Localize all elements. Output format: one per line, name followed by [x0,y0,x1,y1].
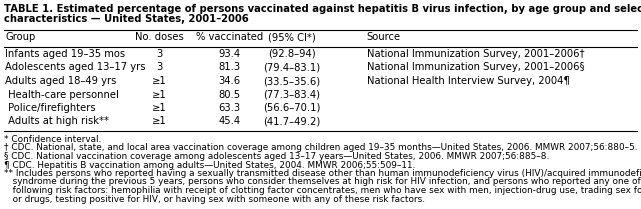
Text: (77.3–83.4): (77.3–83.4) [263,89,320,99]
Text: ¶ CDC. Hepatitis B vaccination among adults—United States, 2004. MMWR 2006;55:50: ¶ CDC. Hepatitis B vaccination among adu… [4,161,415,169]
Text: or drugs, testing positive for HIV, or having sex with someone with any of these: or drugs, testing positive for HIV, or h… [4,195,425,204]
Text: † CDC. National, state, and local area vaccination coverage among children aged : † CDC. National, state, and local area v… [4,144,638,153]
Text: Adults at high risk**: Adults at high risk** [5,116,109,126]
Text: % vaccinated: % vaccinated [196,32,263,42]
Text: Source: Source [367,32,401,42]
Text: Health-care personnel: Health-care personnel [5,89,119,99]
Text: characteristics — United States, 2001–2006: characteristics — United States, 2001–20… [4,14,249,24]
Text: Adolescents aged 13–17 yrs: Adolescents aged 13–17 yrs [5,62,146,73]
Text: ** Includes persons who reported having a sexually transmitted disease other tha: ** Includes persons who reported having … [4,169,641,178]
Text: Police/firefighters: Police/firefighters [5,103,96,113]
Text: (41.7–49.2): (41.7–49.2) [263,116,320,126]
Text: 45.4: 45.4 [219,116,240,126]
Text: Group: Group [5,32,35,42]
Text: § CDC. National vaccination coverage among adolescents aged 13–17 years—United S: § CDC. National vaccination coverage amo… [4,152,549,161]
Text: No. doses: No. doses [135,32,183,42]
Text: (33.5–35.6): (33.5–35.6) [263,76,320,86]
Text: 3: 3 [156,62,162,73]
Text: 3: 3 [156,49,162,59]
Text: ≥1: ≥1 [151,76,167,86]
Text: 81.3: 81.3 [219,62,240,73]
Text: * Confidence interval.: * Confidence interval. [4,135,101,144]
Text: ≥1: ≥1 [151,103,167,113]
Text: National Immunization Survey, 2001–2006†: National Immunization Survey, 2001–2006† [367,49,585,59]
Text: Infants aged 19–35 mos: Infants aged 19–35 mos [5,49,125,59]
Text: (95% CI*): (95% CI*) [268,32,315,42]
Text: (79.4–83.1): (79.4–83.1) [263,62,320,73]
Text: 63.3: 63.3 [219,103,240,113]
Text: ≥1: ≥1 [151,89,167,99]
Text: ≥1: ≥1 [151,116,167,126]
Text: National Immunization Survey, 2001–2006§: National Immunization Survey, 2001–2006§ [367,62,585,73]
Text: National Health Interview Survey, 2004¶: National Health Interview Survey, 2004¶ [367,76,569,86]
Text: (56.6–70.1): (56.6–70.1) [263,103,320,113]
Text: Adults aged 18–49 yrs: Adults aged 18–49 yrs [5,76,117,86]
Text: 34.6: 34.6 [219,76,240,86]
Text: 93.4: 93.4 [219,49,240,59]
Text: TABLE 1. Estimated percentage of persons vaccinated against hepatitis B virus in: TABLE 1. Estimated percentage of persons… [4,4,641,14]
Text: (92.8–94): (92.8–94) [268,49,315,59]
Text: 80.5: 80.5 [219,89,240,99]
Text: following risk factors: hemophilia with receipt of clotting factor concentrates,: following risk factors: hemophilia with … [4,186,641,195]
Text: syndrome during the previous 5 years, persons who consider themselves at high ri: syndrome during the previous 5 years, pe… [4,177,641,186]
